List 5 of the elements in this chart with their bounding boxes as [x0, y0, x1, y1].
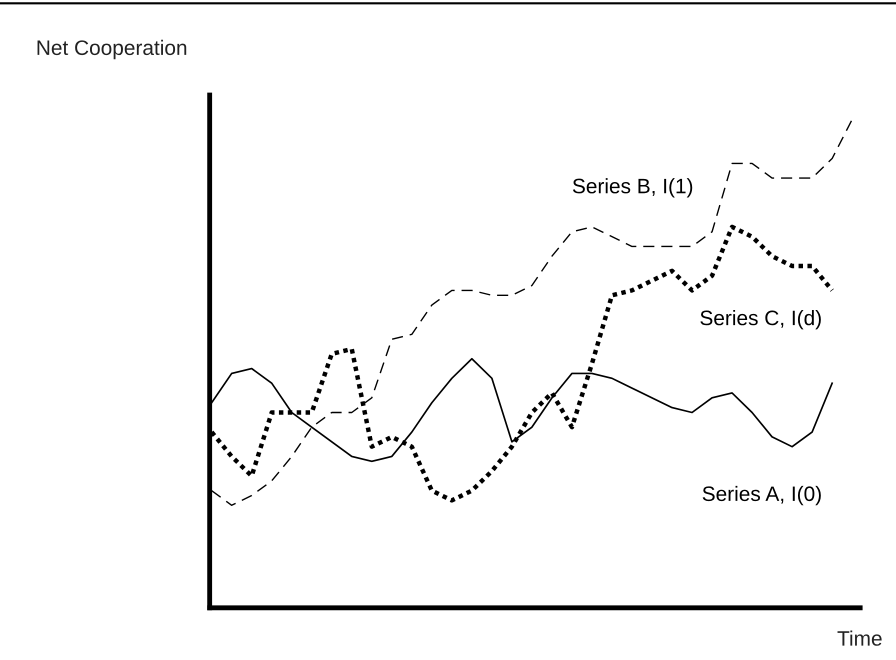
x-axis-title: Time: [838, 630, 882, 646]
text: Series A, I(0): [702, 486, 821, 506]
series-label: Series C, I(d): [700, 310, 821, 330]
series-label: Series B, I(1): [572, 178, 692, 198]
y-axis-title: Net Cooperation: [38, 40, 186, 60]
